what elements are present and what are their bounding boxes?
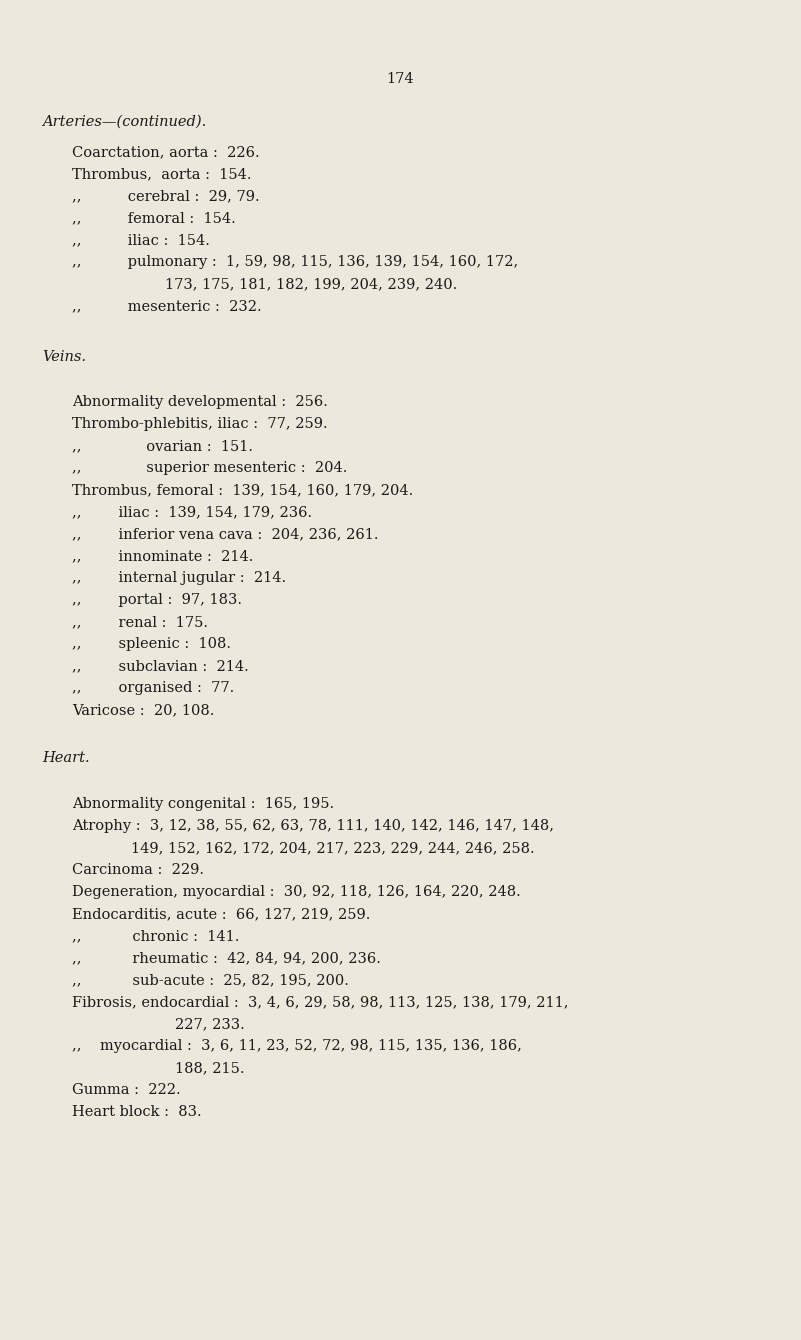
Text: ,,           rheumatic :  42, 84, 94, 200, 236.: ,, rheumatic : 42, 84, 94, 200, 236.	[72, 951, 380, 965]
Text: ,,           sub-acute :  25, 82, 195, 200.: ,, sub-acute : 25, 82, 195, 200.	[72, 973, 349, 988]
Text: Varicose :  20, 108.: Varicose : 20, 108.	[72, 704, 215, 717]
Text: Gumma :  222.: Gumma : 222.	[72, 1083, 180, 1097]
Text: Fibrosis, endocardial :  3, 4, 6, 29, 58, 98, 113, 125, 138, 179, 211,: Fibrosis, endocardial : 3, 4, 6, 29, 58,…	[72, 996, 569, 1009]
Text: ,,        portal :  97, 183.: ,, portal : 97, 183.	[72, 594, 242, 607]
Text: Thrombo-phlebitis, iliac :  77, 259.: Thrombo-phlebitis, iliac : 77, 259.	[72, 417, 328, 431]
Text: ,,           chronic :  141.: ,, chronic : 141.	[72, 929, 239, 943]
Text: Thrombus, femoral :  139, 154, 160, 179, 204.: Thrombus, femoral : 139, 154, 160, 179, …	[72, 482, 413, 497]
Text: Thrombus,  aorta :  154.: Thrombus, aorta : 154.	[72, 168, 252, 181]
Text: Abnormality congenital :  165, 195.: Abnormality congenital : 165, 195.	[72, 797, 334, 811]
Text: ,,        innominate :  214.: ,, innominate : 214.	[72, 549, 253, 563]
Text: ,,              ovarian :  151.: ,, ovarian : 151.	[72, 440, 253, 453]
Text: Veins.: Veins.	[42, 350, 86, 364]
Text: ,,        organised :  77.: ,, organised : 77.	[72, 681, 234, 695]
Text: ,,        spleenic :  108.: ,, spleenic : 108.	[72, 636, 231, 651]
Text: Endocarditis, acute :  66, 127, 219, 259.: Endocarditis, acute : 66, 127, 219, 259.	[72, 907, 370, 921]
Text: Heart.: Heart.	[42, 750, 90, 765]
Text: Carcinoma :  229.: Carcinoma : 229.	[72, 863, 204, 876]
Text: ,,        renal :  175.: ,, renal : 175.	[72, 615, 208, 628]
Text: ,,          femoral :  154.: ,, femoral : 154.	[72, 210, 235, 225]
Text: 188, 215.: 188, 215.	[175, 1061, 244, 1075]
Text: Arteries—(continued).: Arteries—(continued).	[42, 115, 206, 129]
Text: Heart block :  83.: Heart block : 83.	[72, 1106, 202, 1119]
Text: ,,    myocardial :  3, 6, 11, 23, 52, 72, 98, 115, 135, 136, 186,: ,, myocardial : 3, 6, 11, 23, 52, 72, 98…	[72, 1038, 522, 1053]
Text: ,,        subclavian :  214.: ,, subclavian : 214.	[72, 659, 249, 673]
Text: 174: 174	[387, 72, 414, 86]
Text: Coarctation, aorta :  226.: Coarctation, aorta : 226.	[72, 145, 260, 159]
Text: ,,        internal jugular :  214.: ,, internal jugular : 214.	[72, 571, 286, 586]
Text: ,,          mesenteric :  232.: ,, mesenteric : 232.	[72, 299, 262, 314]
Text: ,,          pulmonary :  1, 59, 98, 115, 136, 139, 154, 160, 172,: ,, pulmonary : 1, 59, 98, 115, 136, 139,…	[72, 255, 518, 269]
Text: Atrophy :  3, 12, 38, 55, 62, 63, 78, 111, 140, 142, 146, 147, 148,: Atrophy : 3, 12, 38, 55, 62, 63, 78, 111…	[72, 819, 554, 833]
Text: Degeneration, myocardial :  30, 92, 118, 126, 164, 220, 248.: Degeneration, myocardial : 30, 92, 118, …	[72, 884, 521, 899]
Text: ,,          iliac :  154.: ,, iliac : 154.	[72, 233, 210, 247]
Text: ,,              superior mesenteric :  204.: ,, superior mesenteric : 204.	[72, 461, 348, 474]
Text: ,,        inferior vena cava :  204, 236, 261.: ,, inferior vena cava : 204, 236, 261.	[72, 527, 379, 541]
Text: 227, 233.: 227, 233.	[175, 1017, 245, 1030]
Text: 173, 175, 181, 182, 199, 204, 239, 240.: 173, 175, 181, 182, 199, 204, 239, 240.	[165, 277, 457, 291]
Text: ,,        iliac :  139, 154, 179, 236.: ,, iliac : 139, 154, 179, 236.	[72, 505, 312, 519]
Text: ,,          cerebral :  29, 79.: ,, cerebral : 29, 79.	[72, 189, 260, 202]
Text: Abnormality developmental :  256.: Abnormality developmental : 256.	[72, 395, 328, 409]
Text: 149, 152, 162, 172, 204, 217, 223, 229, 244, 246, 258.: 149, 152, 162, 172, 204, 217, 223, 229, …	[131, 842, 534, 855]
